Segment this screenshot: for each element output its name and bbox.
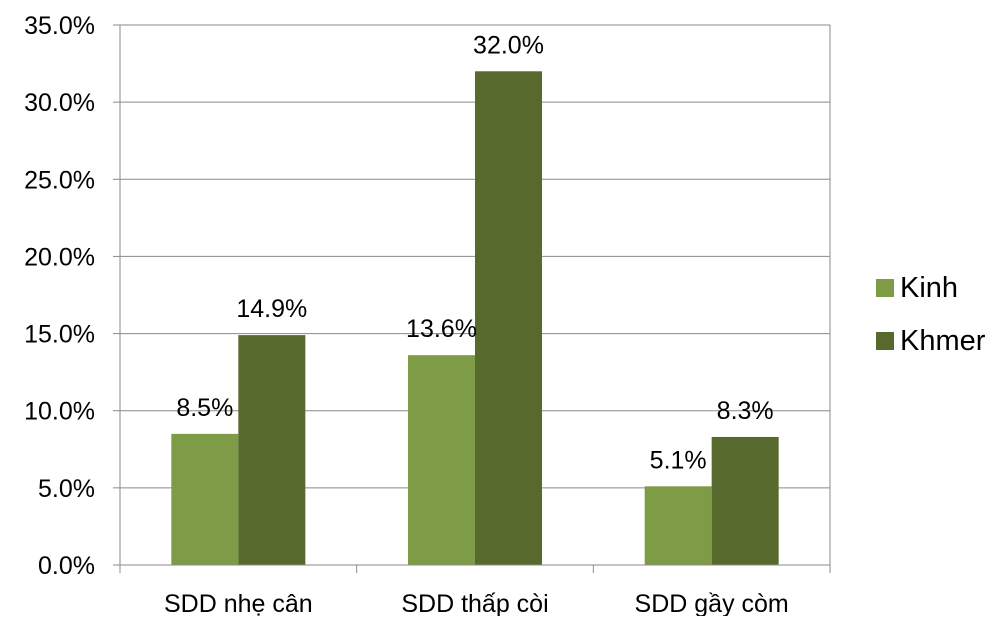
bars <box>171 71 779 566</box>
data-label: 13.6% <box>406 315 477 343</box>
axes: 0.0% 5.0% 10.0% 15.0% 20.0% 25.0% 30.0% 35.0% SD… <box>24 12 831 618</box>
legend-label: Kinh <box>900 272 958 304</box>
data-label: 8.3% <box>717 397 774 425</box>
bar-kinh <box>408 355 475 565</box>
y-tick-label: 25.0% <box>24 166 95 194</box>
data-label: 32.0% <box>473 31 544 59</box>
data-label: 5.1% <box>650 446 707 474</box>
data-label: 14.9% <box>236 295 307 323</box>
y-tick-label: 15.0% <box>24 321 95 349</box>
bar-kinh <box>644 486 712 565</box>
y-tick-label: 10.0% <box>24 398 95 426</box>
y-tick-label: 0.0% <box>38 552 95 580</box>
x-category-label: SDD nhẹ cân <box>164 590 313 616</box>
bar-khmer <box>238 335 306 565</box>
legend-label: Khmer <box>900 325 986 357</box>
y-tick-label: 20.0% <box>24 243 95 271</box>
bar-kinh <box>171 433 239 565</box>
y-tick-label: 35.0% <box>24 12 95 40</box>
legend-swatch-kinh <box>876 279 894 297</box>
x-category-label: SDD thấp còi <box>401 590 548 616</box>
data-labels: 8.5% 13.6% 5.1% 14.9% 32.0% 8.3% <box>176 31 773 474</box>
data-label: 8.5% <box>176 394 233 422</box>
legend-swatch-khmer <box>876 332 894 350</box>
legend: Kinh Khmer <box>876 272 986 357</box>
bar-khmer <box>475 71 542 566</box>
y-tick-label: 5.0% <box>38 475 95 503</box>
bar-khmer <box>711 436 779 565</box>
y-tick-label: 30.0% <box>24 89 95 117</box>
x-category-label: SDD gầy còm <box>635 590 789 616</box>
